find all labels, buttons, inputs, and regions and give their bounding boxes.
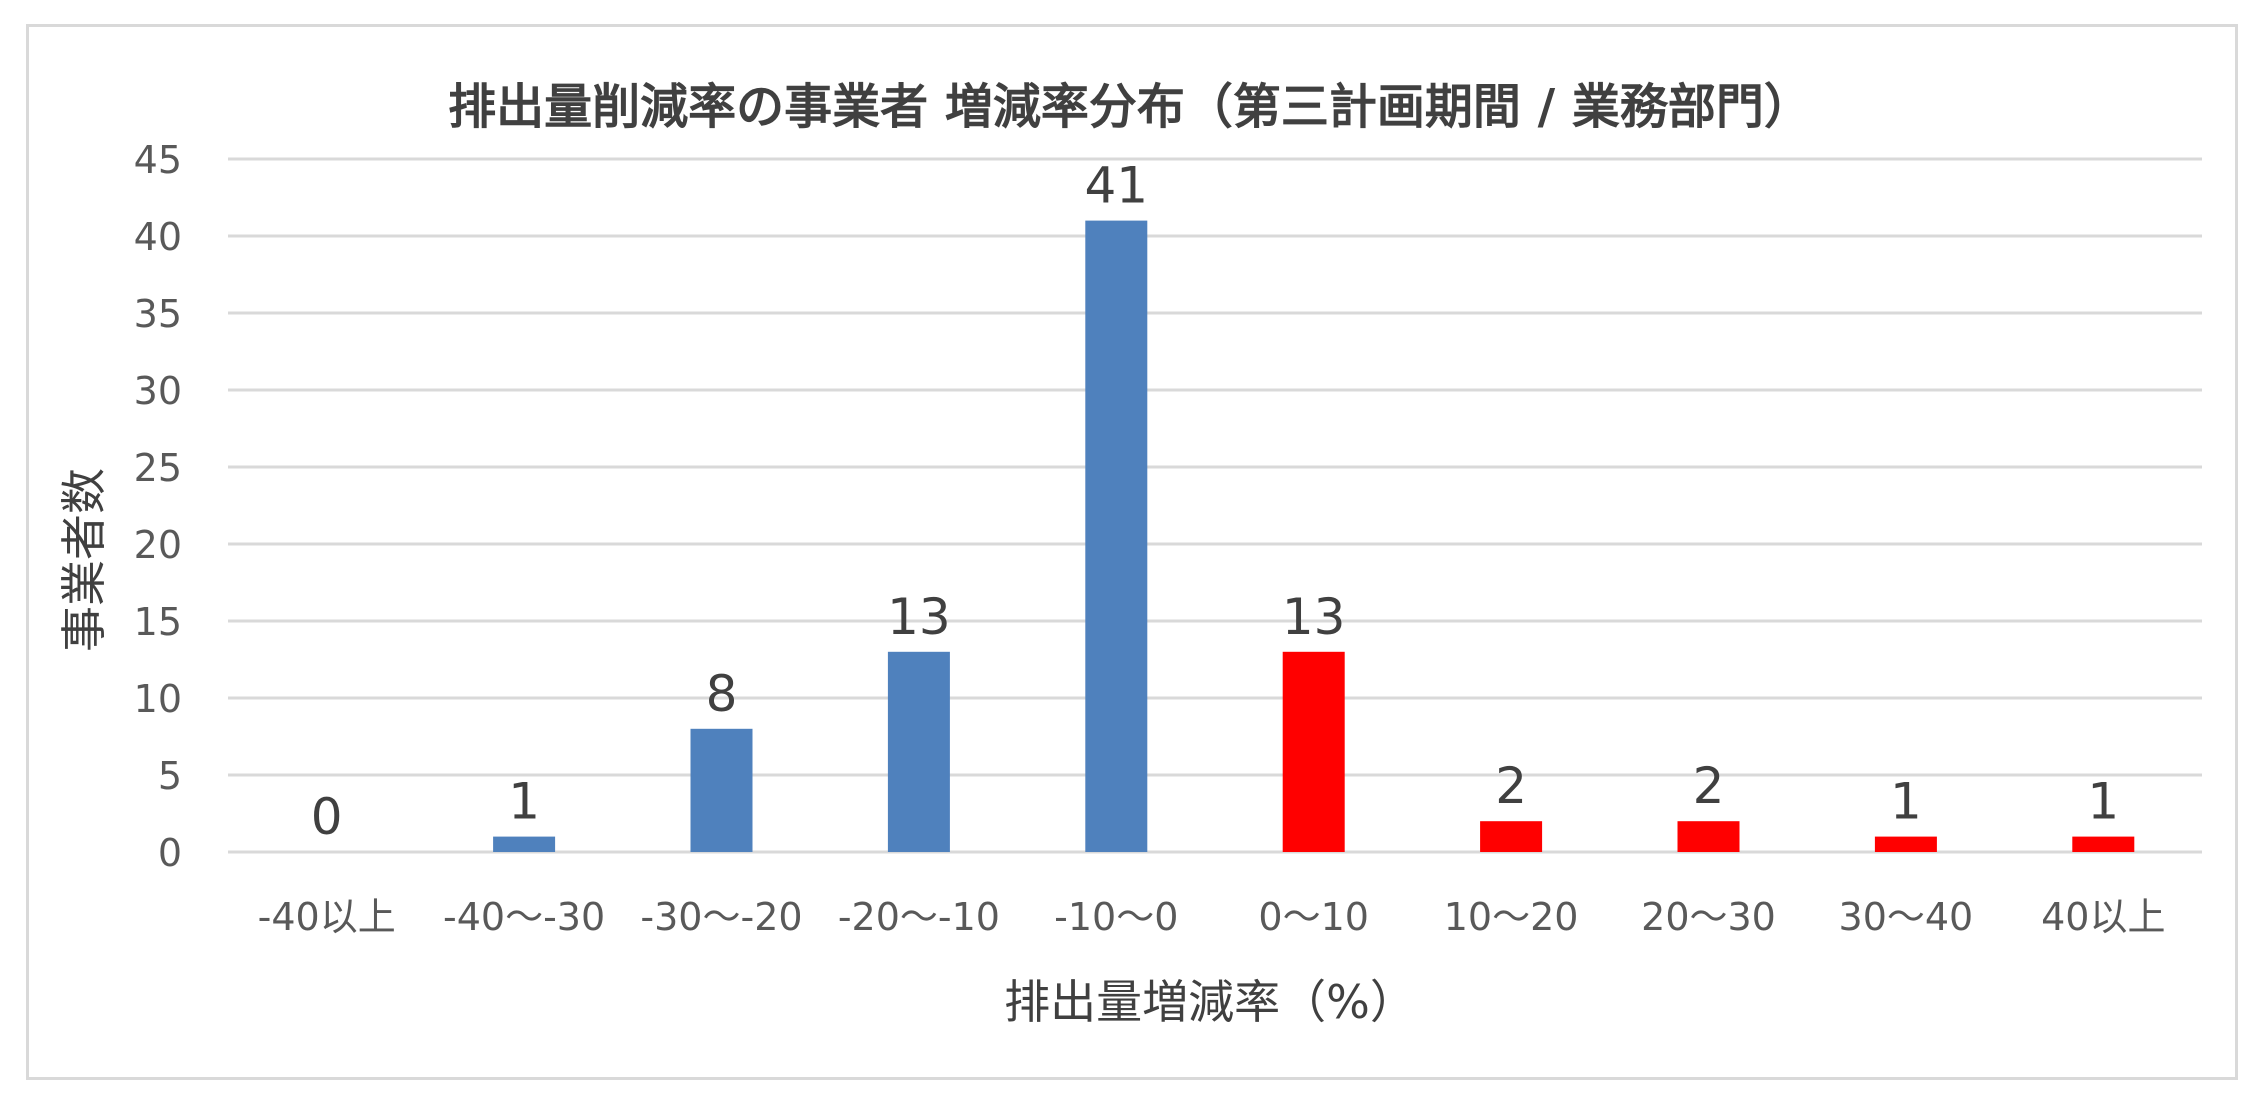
y-tick-label: 0 <box>158 831 182 875</box>
x-tick-label: -40以上 <box>258 895 396 939</box>
x-tick-label: -20〜-10 <box>838 895 1000 939</box>
bar-4 <box>1085 220 1148 853</box>
bar-7 <box>1677 821 1740 852</box>
bar-5 <box>1282 651 1345 852</box>
y-tick-label: 35 <box>134 292 182 336</box>
x-tick-label: -30〜-20 <box>640 895 802 939</box>
data-label-0: 0 <box>311 788 343 846</box>
data-label-3: 13 <box>887 588 951 646</box>
bar-2 <box>690 728 753 852</box>
data-label-6: 2 <box>1495 757 1527 815</box>
bar-9 <box>2072 836 2135 852</box>
x-axis-title: 排出量増減率（%） <box>1004 975 1416 1029</box>
data-label-5: 13 <box>1282 588 1346 646</box>
data-label-4: 41 <box>1084 157 1148 215</box>
data-label-7: 2 <box>1693 757 1725 815</box>
gridlines <box>228 157 2202 854</box>
y-tick-label: 45 <box>134 138 182 182</box>
data-label-8: 1 <box>1890 773 1922 831</box>
data-label-9: 1 <box>2087 773 2119 831</box>
x-tick-label: 30〜40 <box>1839 895 1974 939</box>
x-tick-label: 20〜30 <box>1641 895 1776 939</box>
x-tick-label: -40〜-30 <box>443 895 605 939</box>
data-label-1: 1 <box>508 773 540 831</box>
data-labels: 0 1 8 13 41 13 2 2 1 1 <box>311 157 2119 846</box>
x-tick-label: -10〜0 <box>1054 895 1178 939</box>
bar-6 <box>1480 821 1543 852</box>
bars <box>493 220 2135 853</box>
x-tick-label: 0〜10 <box>1258 895 1369 939</box>
y-tick-label: 15 <box>134 600 182 644</box>
y-tick-label: 5 <box>158 754 182 798</box>
y-tick-label: 20 <box>134 523 182 567</box>
y-tick-label: 25 <box>134 446 182 490</box>
bar-8 <box>1874 836 1937 852</box>
y-axis-title: 事業者数 <box>57 468 111 652</box>
bar-3 <box>887 651 950 852</box>
x-tick-label: 10〜20 <box>1444 895 1579 939</box>
x-tick-label: 40以上 <box>2041 895 2165 939</box>
y-tick-label: 40 <box>134 215 182 259</box>
x-axis-ticks: -40以上 -40〜-30 -30〜-20 -20〜-10 -10〜0 0〜10 10〜20… <box>258 895 2166 939</box>
data-label-2: 8 <box>706 665 738 723</box>
y-axis-ticks: 0 5 10 15 20 25 30 35 40 45 <box>134 138 182 875</box>
y-tick-label: 10 <box>134 677 182 721</box>
chart-title: 排出量削減率の事業者 増減率分布（第三計画期間 / 業務部門） <box>448 79 1812 135</box>
bar-1 <box>493 836 556 852</box>
y-tick-label: 30 <box>134 369 182 413</box>
